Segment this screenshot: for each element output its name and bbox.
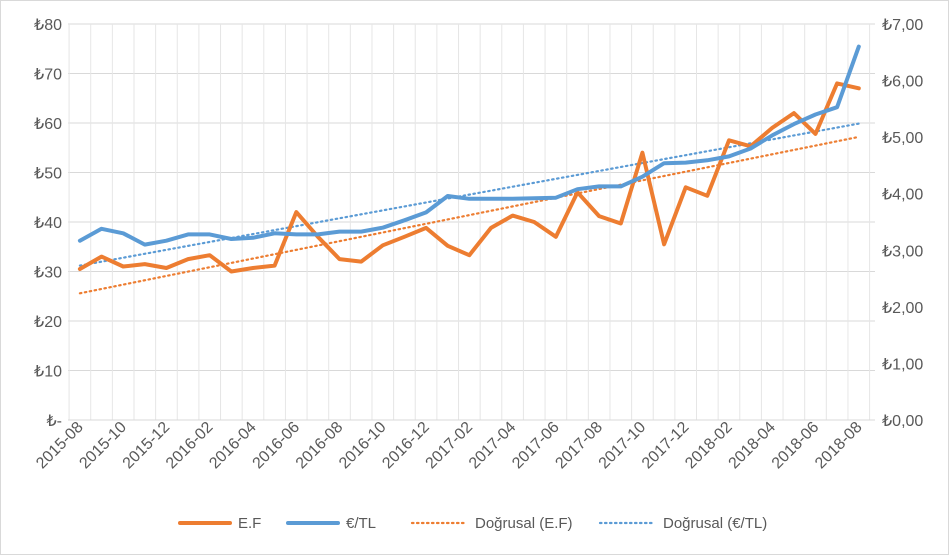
- y-left-tick-label: ₺60: [34, 116, 62, 133]
- x-tick-label: 2018-02: [682, 419, 736, 473]
- y-right-tick-label: ₺1,00: [882, 356, 923, 373]
- y-left-tick-label: ₺50: [34, 166, 62, 183]
- series-line-eurtl: [77, 44, 861, 247]
- y-left-tick-label: ₺80: [34, 17, 62, 34]
- y-right-tick-label: ₺6,00: [882, 74, 923, 91]
- left-axis-labels: ₺- ₺10 ₺20 ₺30 ₺40 ₺50 ₺60 ₺70 ₺80: [34, 17, 62, 430]
- y-left-tick-label: ₺-: [46, 413, 62, 430]
- legend-label: €/TL: [346, 515, 376, 532]
- legend-label: Doğrusal (E.F): [475, 515, 573, 532]
- y-left-tick-label: ₺30: [34, 265, 62, 282]
- x-tick-label: 2016-02: [163, 419, 217, 473]
- gridlines: [68, 23, 875, 421]
- y-right-tick-label: ₺4,00: [882, 187, 923, 204]
- x-tick-label: 2015-10: [76, 419, 130, 473]
- x-tick-label: 2016-12: [379, 419, 433, 473]
- y-right-tick-label: ₺7,00: [882, 17, 923, 34]
- x-tick-label: 2018-04: [726, 419, 780, 473]
- series-layer: [77, 44, 861, 295]
- x-axis-labels: 2015-082015-102015-122016-022016-042016-…: [33, 419, 865, 473]
- x-tick-label: 2016-10: [336, 419, 390, 473]
- x-tick-label: 2018-06: [769, 419, 823, 473]
- x-tick-label: 2017-10: [596, 419, 650, 473]
- x-tick-label: 2015-12: [120, 419, 174, 473]
- legend: E.F €/TL Doğrusal (E.F) Doğrusal (€/TL): [178, 515, 767, 532]
- trendline-ef: [78, 135, 860, 295]
- y-left-tick-label: ₺40: [34, 215, 62, 232]
- x-tick-label: 2017-08: [552, 419, 606, 473]
- x-tick-label: 2017-04: [466, 419, 520, 473]
- y-left-tick-label: ₺70: [34, 67, 62, 84]
- x-tick-label: 2016-04: [206, 419, 260, 473]
- legend-label: Doğrusal (€/TL): [663, 515, 767, 532]
- x-tick-label: 2018-08: [812, 419, 866, 473]
- x-tick-label: 2016-08: [293, 419, 347, 473]
- trendline-eurtl: [78, 122, 860, 267]
- y-right-tick-label: ₺2,00: [882, 300, 923, 317]
- y-right-tick-label: ₺5,00: [882, 130, 923, 147]
- x-tick-label: 2017-06: [509, 419, 563, 473]
- y-left-tick-label: ₺20: [34, 314, 62, 331]
- series-line-ef: [77, 81, 861, 274]
- x-tick-label: 2016-06: [250, 419, 304, 473]
- legend-label: E.F: [238, 515, 261, 532]
- right-axis-labels: ₺0,00 ₺1,00 ₺2,00 ₺3,00 ₺4,00 ₺5,00 ₺6,00 ₺7,00: [882, 17, 923, 430]
- x-tick-label: 2017-12: [639, 419, 693, 473]
- y-right-tick-label: ₺3,00: [882, 243, 923, 260]
- y-right-tick-label: ₺0,00: [882, 413, 923, 430]
- y-left-tick-label: ₺10: [34, 364, 62, 381]
- x-tick-label: 2017-02: [423, 419, 477, 473]
